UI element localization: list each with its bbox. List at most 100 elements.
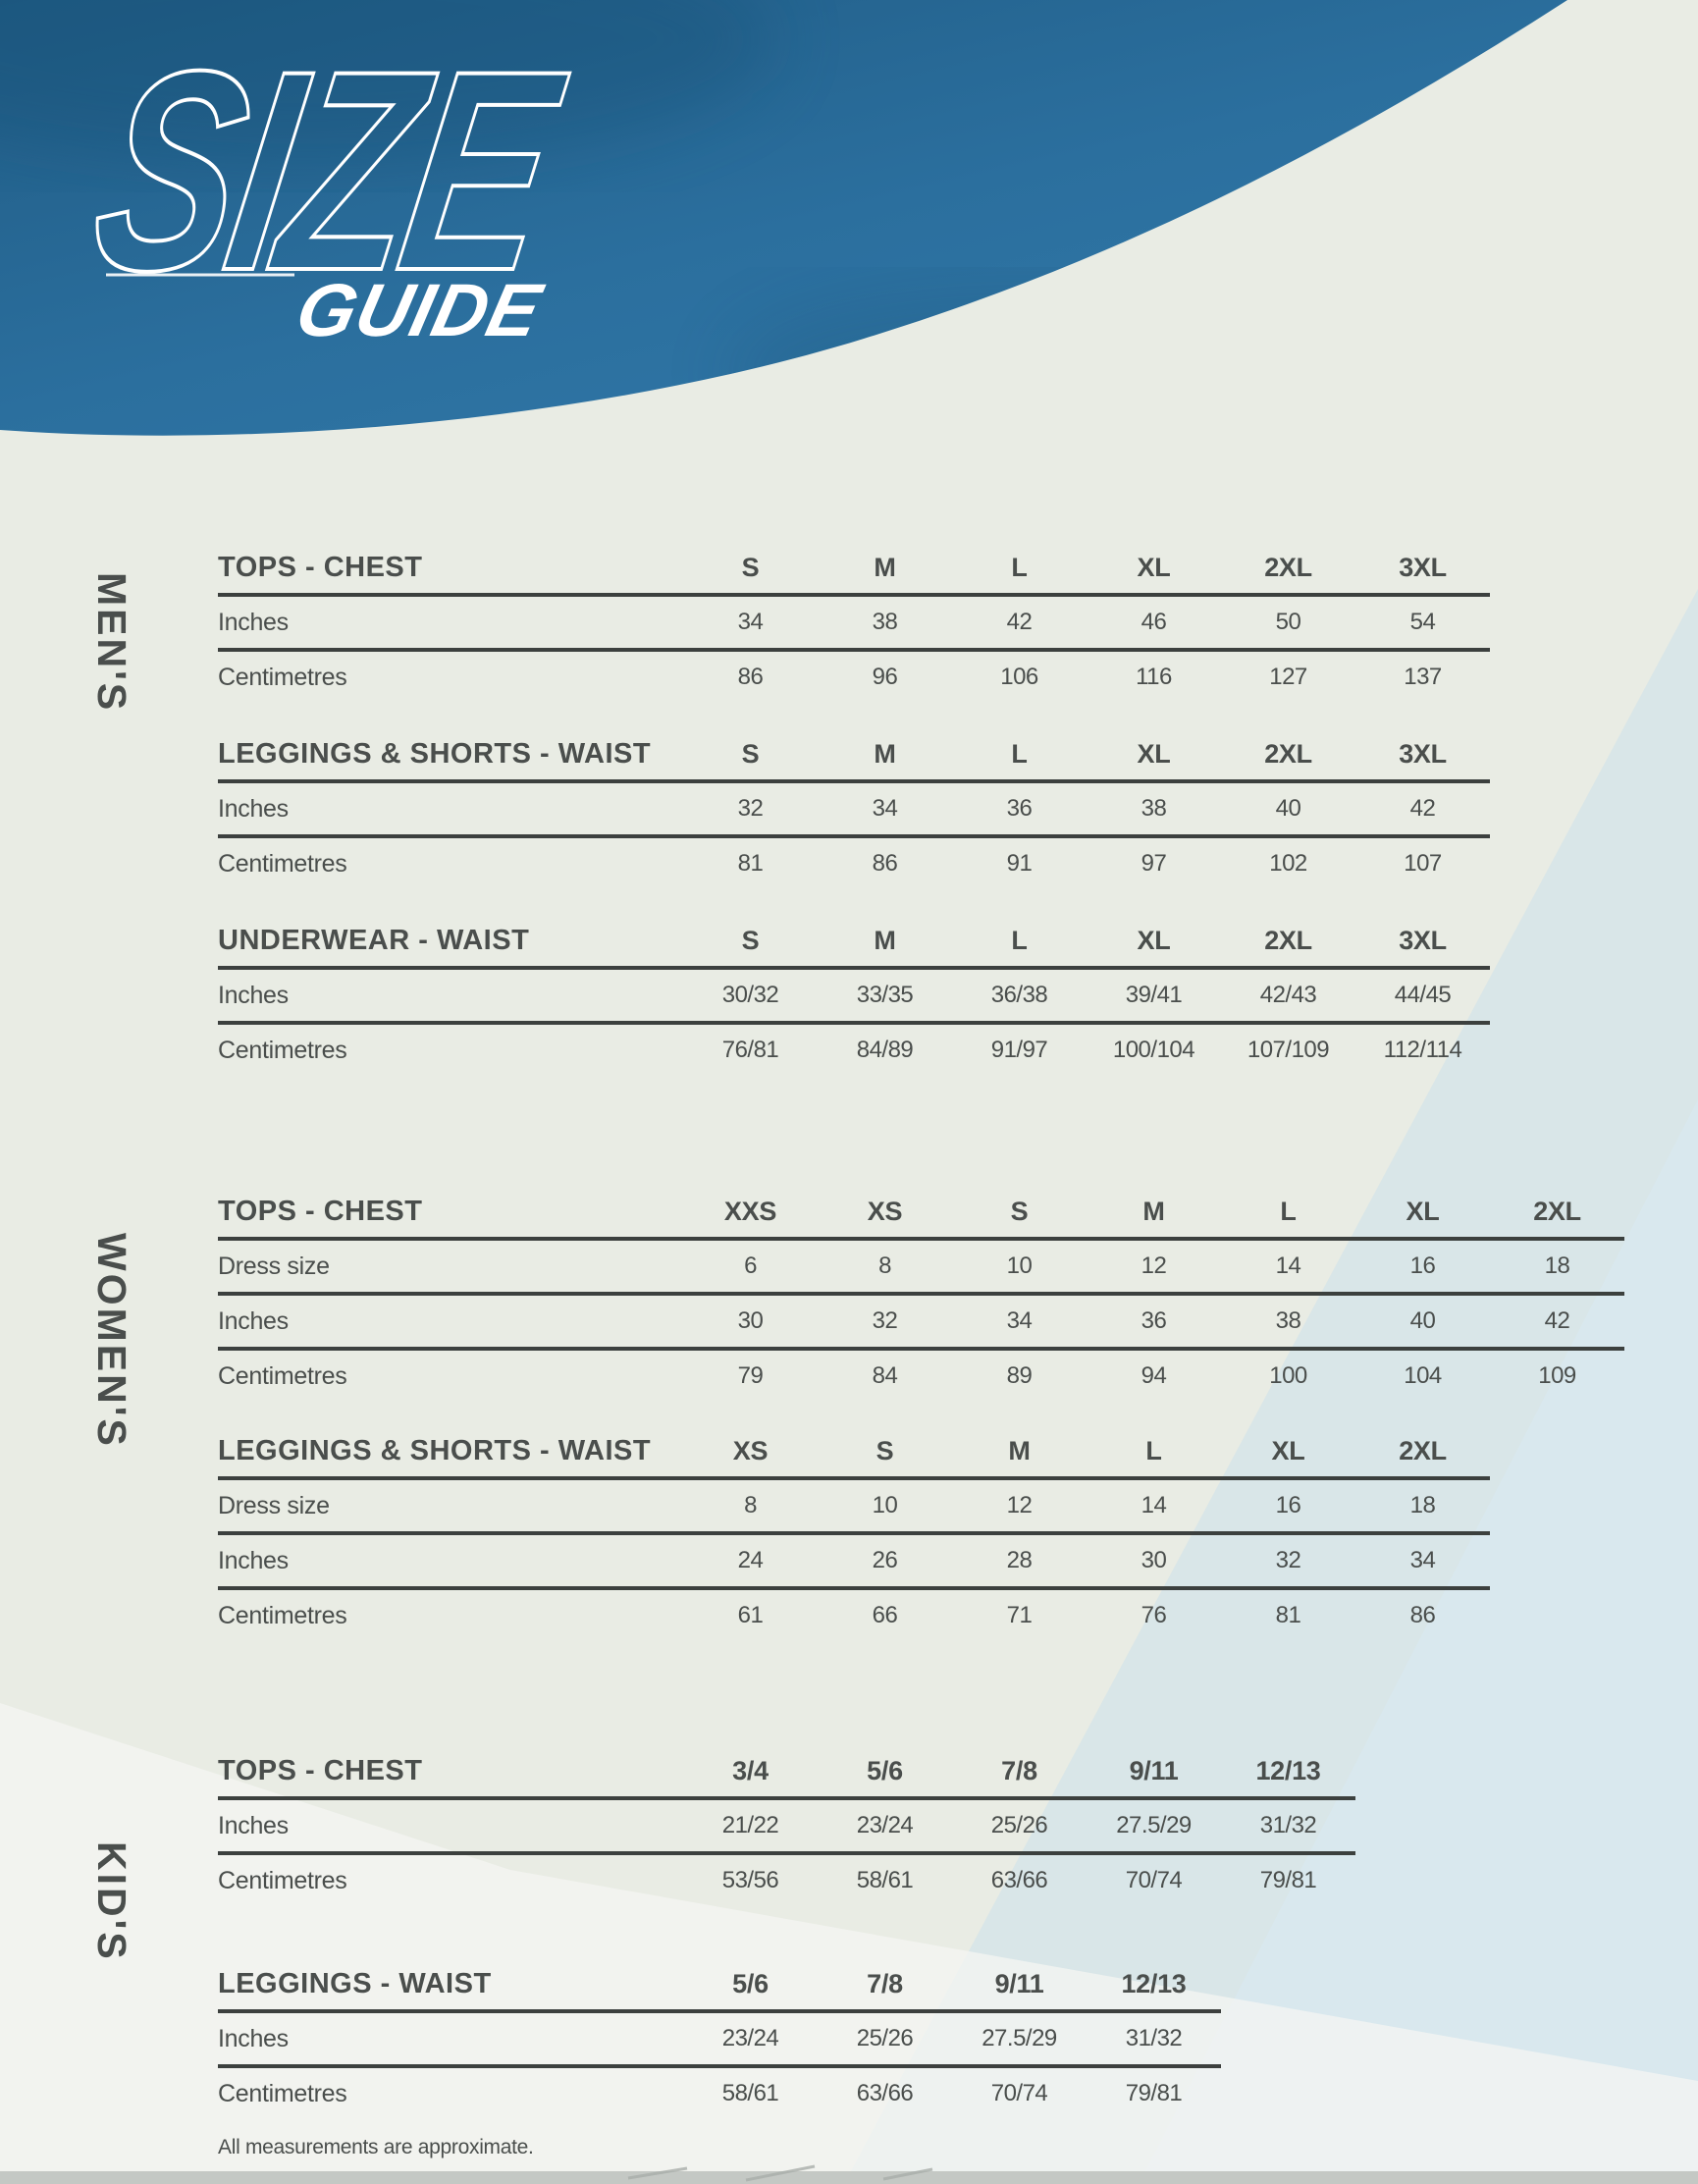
size-value-cell: 12	[1006, 1492, 1033, 1518]
size-column-header: L	[1145, 1435, 1162, 1465]
size-column-header: 5/6	[867, 1755, 903, 1785]
size-column-header: L	[1011, 738, 1028, 769]
size-value-cell: 112/114	[1383, 1037, 1462, 1063]
table-divider	[218, 834, 1490, 838]
size-value-cell: 34	[1006, 1307, 1033, 1334]
size-table: LEGGINGS - WAIST 5/6 7/8 9/11 12/13 Inches 23/…	[218, 1958, 1221, 2119]
size-value-cell: 84/89	[856, 1037, 914, 1063]
measurement-row: Centimetres 58/61 63/66 70/74 79/81	[218, 2068, 1221, 2119]
size-column-header: L	[1011, 552, 1028, 582]
row-label: Centimetres	[218, 1601, 347, 1629]
size-value-cell: 42	[1409, 795, 1436, 822]
size-table: TOPS - CHEST 3/4 5/6 7/8 9/11 12/13 Inches 21/2…	[218, 1745, 1355, 1906]
size-column-header: S	[741, 738, 760, 769]
size-column-header: XL	[1406, 1196, 1440, 1226]
size-column-header: M	[874, 552, 896, 582]
size-value-cell: 58/61	[721, 2080, 779, 2106]
size-value-cell: 79/81	[1125, 2080, 1183, 2106]
measurement-row: Centimetres 76/81 84/89 91/97 100/104 107/109…	[218, 1025, 1490, 1076]
size-value-cell: 76	[1141, 1602, 1167, 1628]
row-label: Dress size	[218, 1252, 330, 1280]
size-column-header: 12/13	[1255, 1755, 1321, 1785]
row-label: Centimetres	[218, 1866, 347, 1894]
size-value-cell: 96	[872, 664, 898, 690]
measurement-row: Dress size 8 10 12 14 16 18	[218, 1480, 1490, 1531]
measurement-row: Centimetres 61 66 71 76 81 86	[218, 1590, 1490, 1641]
size-value-cell: 63/66	[856, 2080, 914, 2106]
size-column-header: 2XL	[1264, 925, 1312, 955]
row-label: Inches	[218, 608, 289, 636]
table-divider	[218, 1476, 1490, 1480]
size-value-cell: 44/45	[1394, 982, 1452, 1008]
table-divider	[218, 2064, 1221, 2068]
table-header-row: TOPS - CHEST XXS XS S M L XL 2XL	[218, 1186, 1624, 1237]
size-value-cell: 54	[1409, 609, 1436, 635]
table-divider	[218, 966, 1490, 970]
table-title: LEGGINGS & SHORTS - WAIST	[218, 1434, 652, 1466]
size-value-cell: 127	[1269, 664, 1307, 690]
measurement-row: Centimetres 53/56 58/61 63/66 70/74 79/81	[218, 1855, 1355, 1906]
size-value-cell: 100	[1269, 1362, 1307, 1389]
background-snow-icon	[0, 1703, 1698, 2184]
table-title: UNDERWEAR - WAIST	[218, 924, 530, 956]
size-value-cell: 30/32	[721, 982, 779, 1008]
size-value-cell: 137	[1404, 664, 1442, 690]
size-column-header: M	[874, 925, 896, 955]
size-value-cell: 28	[1006, 1547, 1033, 1573]
measurement-row: Inches 32 34 36 38 40 42	[218, 783, 1490, 834]
row-label: Inches	[218, 981, 289, 1009]
size-table: TOPS - CHEST XXS XS S M L XL 2XL Dress size 6 8 10 1…	[218, 1186, 1624, 1402]
size-value-cell: 24	[737, 1547, 764, 1573]
size-value-cell: 42	[1006, 609, 1033, 635]
size-value-cell: 53/56	[721, 1867, 779, 1893]
measurement-row: Inches 30 32 34 36 38 40 42	[218, 1296, 1624, 1347]
section-label-mens: MEN'S	[89, 572, 134, 714]
bottom-bar-scratches-icon	[627, 2164, 933, 2182]
size-value-cell: 30	[1141, 1547, 1167, 1573]
table-title: LEGGINGS & SHORTS - WAIST	[218, 737, 652, 770]
size-column-header: 7/8	[1001, 1755, 1037, 1785]
size-column-header: M	[874, 738, 896, 769]
size-column-header: 5/6	[732, 1968, 769, 1998]
measurement-row: Inches 24 26 28 30 32 34	[218, 1535, 1490, 1586]
size-table: TOPS - CHEST S M L XL 2XL 3XL Inches 34 38 42 46 50 5…	[218, 542, 1490, 703]
size-column-header: L	[1280, 1196, 1297, 1226]
size-column-header: 9/11	[1129, 1755, 1179, 1785]
size-column-header: XXS	[723, 1196, 777, 1226]
measurement-row: Centimetres 79 84 89 94 100 104 109	[218, 1351, 1624, 1402]
row-label: Inches	[218, 794, 289, 823]
size-value-cell: 109	[1538, 1362, 1576, 1389]
size-value-cell: 16	[1409, 1252, 1436, 1279]
size-value-cell: 107/109	[1247, 1037, 1330, 1063]
size-table: LEGGINGS & SHORTS - WAIST S M L XL 2XL 3XL Inch…	[218, 728, 1490, 889]
size-table: UNDERWEAR - WAIST S M L XL 2XL 3XL Inches 30/32 3…	[218, 915, 1490, 1076]
size-value-cell: 36/38	[990, 982, 1048, 1008]
table-divider	[218, 593, 1490, 597]
size-value-cell: 32	[872, 1307, 898, 1334]
size-value-cell: 76/81	[721, 1037, 779, 1063]
size-column-header: XS	[867, 1196, 903, 1226]
measurement-row: Inches 21/22 23/24 25/26 27.5/29 31/32	[218, 1800, 1355, 1851]
table-divider	[218, 1292, 1624, 1296]
size-value-cell: 81	[737, 850, 764, 877]
measurement-row: Inches 30/32 33/35 36/38 39/41 42/43 44/45	[218, 970, 1490, 1021]
table-header-row: LEGGINGS & SHORTS - WAIST XS S M L XL 2XL	[218, 1425, 1490, 1476]
size-column-header: XL	[1137, 552, 1171, 582]
size-value-cell: 107	[1404, 850, 1442, 877]
logo-size-text: SIZE	[77, 22, 583, 330]
row-label: Inches	[218, 1811, 289, 1839]
size-value-cell: 86	[1409, 1602, 1436, 1628]
size-value-cell: 30	[737, 1307, 764, 1334]
size-column-header: 3/4	[732, 1755, 769, 1785]
size-value-cell: 58/61	[856, 1867, 914, 1893]
size-value-cell: 39/41	[1125, 982, 1183, 1008]
section-label-kids: KID'S	[89, 1841, 134, 1962]
hero-cloud-shade-icon	[0, 0, 775, 167]
size-value-cell: 106	[1000, 664, 1038, 690]
row-label: Centimetres	[218, 2079, 347, 2107]
size-value-cell: 86	[872, 850, 898, 877]
size-value-cell: 91/97	[990, 1037, 1048, 1063]
row-label: Inches	[218, 1546, 289, 1574]
